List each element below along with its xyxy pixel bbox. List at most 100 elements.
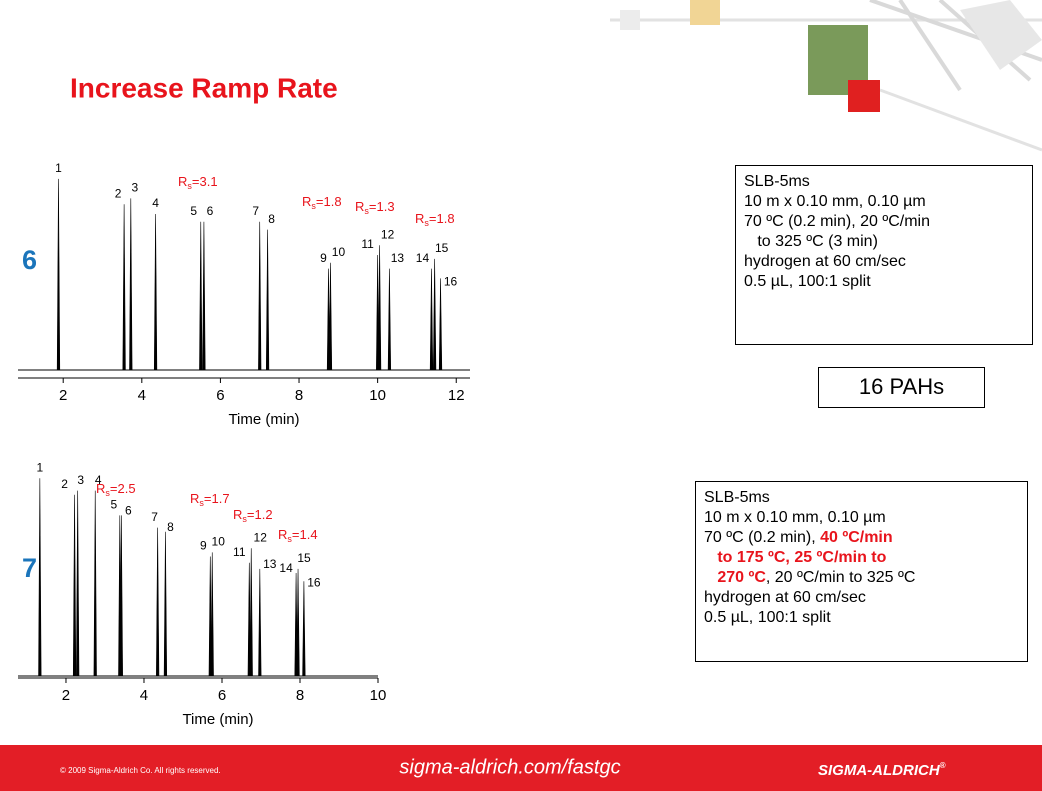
peak — [258, 221, 262, 371]
annotation-symbol: R — [302, 194, 311, 209]
resolution-annotation: Rs=1.8 — [415, 211, 455, 228]
x-tick-label: 4 — [138, 387, 146, 404]
decoration — [610, 0, 1042, 152]
peak-label: 15 — [435, 241, 449, 255]
peak-label: 9 — [320, 251, 327, 265]
x-tick-label: 10 — [370, 687, 387, 704]
peak-label: 5 — [190, 204, 197, 218]
condition-text: SLB-5ms — [744, 173, 810, 190]
peak-label: 10 — [332, 245, 346, 259]
annotation-symbol: R — [190, 491, 199, 506]
condition-text: to 325 ºC (3 min) — [744, 233, 878, 250]
condition-line: hydrogen at 60 cm/sec — [744, 252, 1024, 272]
peak — [258, 568, 262, 677]
peak-label: 6 — [125, 503, 132, 517]
annotation-subscript: s — [199, 498, 204, 508]
condition-text: 0.5 µL, 100:1 split — [744, 273, 871, 290]
annotation-value: =1.8 — [429, 211, 455, 226]
peak — [72, 494, 77, 677]
peak-label: 3 — [77, 473, 84, 487]
chart-label: 7 — [22, 553, 37, 583]
annotation-value: =1.4 — [292, 527, 318, 542]
peak — [326, 268, 331, 371]
peak — [202, 221, 206, 371]
peak — [387, 268, 392, 371]
peak-label: 12 — [254, 530, 268, 544]
x-axis-label: Time (min) — [228, 411, 299, 428]
peak — [56, 178, 61, 371]
peak-label: 12 — [381, 227, 395, 241]
peak — [208, 556, 212, 677]
condition-text: 70 ºC (0.2 min), — [704, 529, 821, 546]
x-tick-label: 2 — [62, 687, 70, 704]
peak-label: 11 — [233, 545, 246, 559]
peak — [429, 268, 434, 371]
peak-label: 9 — [200, 539, 207, 553]
peak-label: 7 — [252, 204, 259, 218]
resolution-annotation: Rs=1.4 — [278, 527, 318, 544]
resolution-annotation: Rs=3.1 — [178, 174, 218, 191]
sample-box: 16 PAHs — [818, 367, 985, 408]
brand-mark: ® — [940, 761, 946, 770]
annotation-subscript: s — [364, 206, 369, 216]
annotation-value: =1.7 — [204, 491, 230, 506]
condition-line: 10 m x 0.10 mm, 0.10 µm — [704, 508, 1019, 528]
peak — [210, 552, 214, 677]
x-tick-label: 2 — [59, 387, 67, 404]
slide-title: Increase Ramp Rate — [70, 72, 338, 103]
peak — [265, 229, 270, 371]
peak-label: 5 — [110, 497, 117, 511]
condition-line: hydrogen at 60 cm/sec — [704, 588, 1019, 608]
peak — [122, 204, 126, 371]
annotation-symbol: R — [96, 481, 105, 496]
peak — [377, 245, 382, 371]
peak-label: 13 — [263, 557, 277, 571]
condition-line: 270 ºC, 20 ºC/min to 325 ºC — [704, 568, 1019, 588]
condition-line: 10 m x 0.10 mm, 0.10 µm — [744, 192, 1024, 212]
condition-text: hydrogen at 60 cm/sec — [704, 589, 866, 606]
resolution-annotation: Rs=1.8 — [302, 194, 342, 211]
condition-line: to 325 ºC (3 min) — [744, 232, 1024, 252]
peak-label: 4 — [152, 196, 159, 210]
condition-text: , 20 ºC/min to 325 ºC — [765, 569, 916, 586]
peak — [438, 278, 443, 371]
peak-label: 16 — [444, 275, 458, 289]
annotation-subscript: s — [242, 514, 247, 524]
x-axis-label: Time (min) — [182, 711, 253, 728]
condition-text: 40 ºC/min — [820, 529, 893, 546]
x-tick-label: 10 — [369, 387, 386, 404]
annotation-value: =1.2 — [247, 507, 273, 522]
condition-line: SLB-5ms — [704, 488, 1019, 508]
annotation-subscript: s — [287, 534, 292, 544]
condition-line: 0.5 µL, 100:1 split — [744, 272, 1024, 292]
peak — [296, 568, 300, 677]
peak — [38, 478, 42, 677]
peak — [328, 262, 333, 371]
resolution-annotation: Rs=2.5 — [96, 481, 136, 498]
annotation-subscript: s — [105, 488, 110, 498]
annotation-symbol: R — [233, 507, 242, 522]
annotation-subscript: s — [311, 201, 316, 211]
peak — [93, 490, 97, 677]
footer-url: sigma-aldrich.com/fastgc — [399, 756, 620, 778]
condition-line: 70 ºC (0.2 min), 20 ºC/min — [744, 212, 1024, 232]
chart-label: 6 — [22, 245, 37, 275]
peak — [153, 213, 158, 371]
condition-text: 70 ºC (0.2 min), 20 ºC/min — [744, 213, 930, 230]
annotation-value: =3.1 — [192, 174, 218, 189]
peak — [294, 572, 298, 677]
peak-label: 15 — [297, 551, 311, 565]
peak-label: 8 — [167, 520, 174, 534]
conditions-box: SLB-5ms 10 m x 0.10 mm, 0.10 µm 70 ºC (0.2… — [735, 165, 1033, 345]
peak — [433, 258, 437, 371]
sample-label: 16 PAHs — [858, 374, 945, 399]
peak-label: 6 — [207, 204, 214, 218]
condition-text: to 175 ºC, 25 ºC/min to — [704, 549, 887, 566]
condition-text: 270 ºC — [704, 569, 766, 586]
decoration — [848, 80, 880, 112]
condition-line: SLB-5ms — [744, 172, 1024, 192]
peak — [119, 515, 123, 677]
resolution-annotation: Rs=1.7 — [190, 491, 230, 508]
annotation-value: =2.5 — [110, 481, 136, 496]
